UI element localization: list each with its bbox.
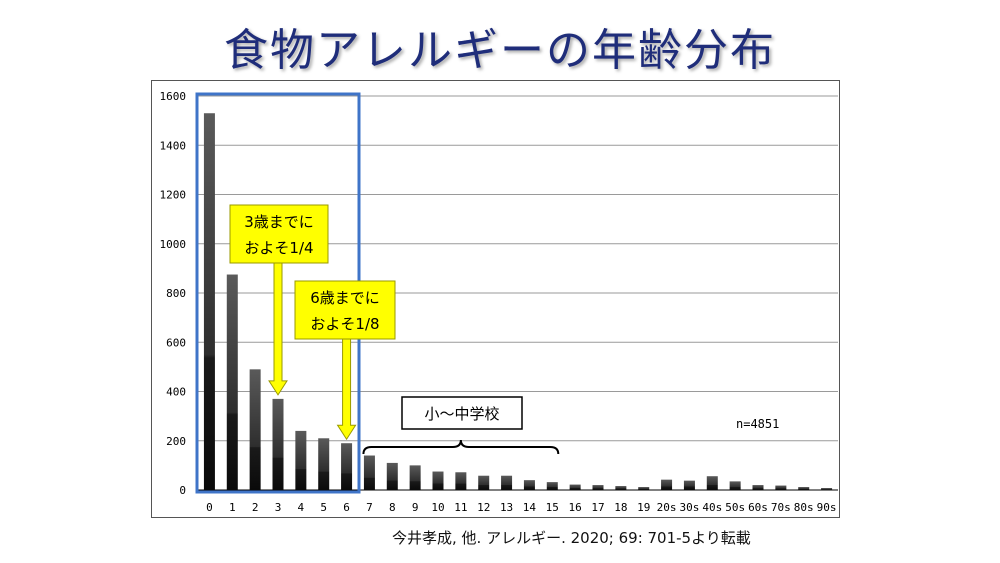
bar-2 bbox=[249, 369, 261, 490]
callout-age3-text: およそ1/4 bbox=[244, 239, 313, 257]
x-tick-label: 0 bbox=[206, 501, 213, 514]
x-tick-label: 15 bbox=[546, 501, 559, 514]
x-tick-label: 7 bbox=[366, 501, 373, 514]
x-tick-label: 30s bbox=[679, 501, 699, 514]
school-age-label-box bbox=[401, 396, 523, 430]
x-tick-label: 80s bbox=[794, 501, 814, 514]
callout-age3-text: 3歳までに bbox=[244, 213, 314, 231]
x-tick-label: 2 bbox=[252, 501, 259, 514]
x-tick-label: 10 bbox=[431, 501, 444, 514]
x-tick-label: 40s bbox=[702, 501, 722, 514]
callout-age6-arrow bbox=[336, 338, 357, 441]
x-tick-label: 5 bbox=[320, 501, 327, 514]
x-tick-label: 17 bbox=[591, 501, 604, 514]
chart-frame bbox=[151, 80, 840, 518]
bar-8 bbox=[386, 462, 398, 490]
x-tick-label: 11 bbox=[454, 501, 467, 514]
x-tick-label: 50s bbox=[725, 501, 745, 514]
x-tick-label: 16 bbox=[569, 501, 582, 514]
x-tick-label: 1 bbox=[229, 501, 236, 514]
x-tick-label: 90s bbox=[817, 501, 837, 514]
y-tick-label: 1000 bbox=[160, 238, 187, 251]
bar-10 bbox=[432, 471, 444, 490]
school-age-label: 小～中学校 bbox=[424, 405, 499, 423]
callout-age6-text: 6歳までに bbox=[310, 289, 380, 307]
bar-16 bbox=[569, 484, 581, 490]
bar-11 bbox=[455, 472, 467, 490]
bar-19 bbox=[638, 487, 650, 490]
bar-70s bbox=[775, 485, 787, 490]
bar-40s bbox=[706, 476, 718, 490]
bar-7 bbox=[363, 455, 375, 490]
slide-title: 食物アレルギーの年齢分布 bbox=[224, 25, 776, 76]
callout-age3-arrow bbox=[268, 262, 288, 396]
callout-age6-text: およそ1/8 bbox=[310, 315, 379, 333]
y-tick-label: 1200 bbox=[160, 189, 187, 202]
x-tick-label: 14 bbox=[523, 501, 537, 514]
callout-age3-box bbox=[229, 204, 329, 264]
y-tick-label: 1600 bbox=[160, 90, 187, 103]
y-tick-label: 800 bbox=[166, 287, 186, 300]
bar-9 bbox=[409, 465, 421, 490]
bar-90s bbox=[821, 488, 833, 490]
bar-60s bbox=[752, 485, 764, 490]
x-tick-label: 9 bbox=[412, 501, 419, 514]
sample-size-label: n=4851 bbox=[736, 417, 779, 431]
bar-12 bbox=[478, 475, 490, 490]
x-tick-label: 13 bbox=[500, 501, 513, 514]
bar-14 bbox=[523, 480, 535, 490]
y-tick-label: 400 bbox=[166, 386, 186, 399]
school-age-bracket bbox=[362, 439, 560, 455]
x-tick-label: 18 bbox=[614, 501, 627, 514]
bar-1 bbox=[226, 274, 238, 490]
bar-4 bbox=[295, 430, 307, 490]
x-tick-label: 8 bbox=[389, 501, 396, 514]
bar-17 bbox=[592, 485, 604, 490]
bar-20s bbox=[661, 479, 673, 490]
y-tick-label: 200 bbox=[166, 435, 186, 448]
bar-6 bbox=[341, 443, 353, 490]
x-tick-label: 19 bbox=[637, 501, 650, 514]
x-tick-label: 4 bbox=[298, 501, 305, 514]
bar-3 bbox=[272, 398, 284, 490]
bar-0 bbox=[203, 113, 215, 491]
x-tick-label: 12 bbox=[477, 501, 490, 514]
x-tick-label: 60s bbox=[748, 501, 768, 514]
bar-80s bbox=[798, 487, 810, 490]
y-tick-label: 1400 bbox=[160, 139, 187, 152]
x-tick-label: 20s bbox=[657, 501, 677, 514]
x-tick-label: 3 bbox=[275, 501, 282, 514]
bar-5 bbox=[318, 438, 330, 490]
callout-age6-box bbox=[294, 280, 396, 340]
bar-50s bbox=[729, 481, 741, 490]
y-tick-label: 600 bbox=[166, 336, 186, 349]
bar-18 bbox=[615, 486, 627, 490]
bar-15 bbox=[546, 482, 558, 490]
bar-13 bbox=[501, 475, 513, 490]
bar-30s bbox=[683, 480, 695, 490]
citation: 今井孝成, 他. アレルギー. 2020; 69: 701-5より転載 bbox=[392, 529, 751, 547]
x-tick-label: 6 bbox=[343, 501, 350, 514]
x-tick-label: 70s bbox=[771, 501, 791, 514]
y-tick-label: 0 bbox=[179, 484, 186, 497]
